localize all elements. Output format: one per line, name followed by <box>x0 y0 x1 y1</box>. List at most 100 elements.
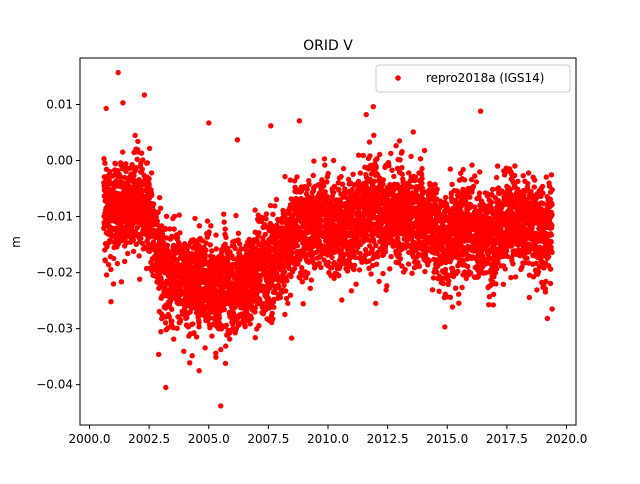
data-point <box>339 181 346 187</box>
data-point <box>493 174 500 181</box>
data-point <box>213 246 219 252</box>
data-point <box>459 284 465 291</box>
data-point <box>252 207 258 213</box>
data-point <box>149 191 155 198</box>
data-point <box>281 269 288 275</box>
data-point <box>306 181 312 188</box>
data-point <box>162 320 169 326</box>
data-point <box>330 189 337 196</box>
data-point <box>405 261 412 267</box>
data-point <box>135 147 141 153</box>
data-point <box>216 315 222 321</box>
data-point <box>308 277 315 283</box>
data-point <box>121 174 128 181</box>
data-point <box>389 167 395 173</box>
data-point <box>144 160 151 166</box>
data-point <box>288 273 294 280</box>
data-point <box>184 314 190 321</box>
data-point <box>223 234 229 241</box>
data-point <box>209 333 215 339</box>
data-point <box>146 176 152 182</box>
data-point <box>419 165 425 172</box>
data-point <box>294 243 301 249</box>
data-point <box>164 242 171 248</box>
data-point <box>353 281 359 287</box>
data-point <box>232 245 238 251</box>
data-point <box>169 234 175 240</box>
data-point <box>436 288 442 294</box>
data-point <box>399 149 405 155</box>
data-point <box>169 306 175 312</box>
data-point <box>283 288 289 294</box>
data-point <box>190 321 196 327</box>
data-point <box>382 249 389 255</box>
data-point <box>221 219 227 225</box>
data-point <box>125 250 131 257</box>
data-point <box>477 169 483 175</box>
data-point <box>213 350 219 356</box>
data-point <box>489 186 496 193</box>
data-point <box>196 319 202 326</box>
data-point <box>158 329 164 335</box>
data-point <box>324 179 330 185</box>
data-point <box>238 246 244 252</box>
data-point <box>294 174 300 180</box>
data-point <box>397 256 404 262</box>
data-point <box>465 263 471 270</box>
data-point <box>285 300 291 306</box>
data-point <box>166 314 172 320</box>
data-point <box>133 165 139 171</box>
data-point <box>399 171 405 177</box>
data-point <box>191 330 197 336</box>
data-point <box>373 163 379 169</box>
data-point <box>367 153 373 159</box>
data-point <box>222 241 228 247</box>
data-point <box>486 302 492 308</box>
data-point <box>105 262 112 268</box>
data-point <box>449 304 456 310</box>
data-point <box>257 277 263 284</box>
data-point <box>350 171 356 177</box>
data-point <box>171 226 177 232</box>
data-point <box>248 315 254 321</box>
data-point <box>378 221 384 227</box>
data-point <box>207 315 213 321</box>
data-point <box>388 150 394 157</box>
data-point <box>387 266 393 272</box>
data-point <box>311 158 317 164</box>
data-point <box>318 264 324 270</box>
data-point <box>307 285 313 291</box>
data-point <box>174 325 180 331</box>
data-point <box>196 324 202 330</box>
data-point <box>108 266 114 273</box>
data-point <box>227 336 233 342</box>
data-point <box>336 272 342 279</box>
data-point <box>181 348 187 354</box>
data-point <box>305 270 311 276</box>
data-point <box>447 294 454 300</box>
data-point <box>371 178 378 184</box>
data-point <box>368 271 374 277</box>
data-point <box>182 241 188 247</box>
data-point <box>304 186 310 192</box>
data-point <box>196 223 203 229</box>
data-point <box>263 211 270 217</box>
data-point <box>171 242 177 248</box>
data-point <box>339 297 345 303</box>
data-point <box>269 310 275 317</box>
data-point <box>117 174 124 180</box>
data-points <box>101 69 555 409</box>
data-point <box>412 174 418 180</box>
data-point <box>169 318 175 324</box>
data-point <box>377 151 383 158</box>
data-point <box>488 199 495 205</box>
data-point <box>222 226 228 232</box>
data-point <box>325 259 332 266</box>
data-point <box>277 294 283 301</box>
data-point <box>203 247 209 253</box>
data-point <box>391 173 397 180</box>
data-point <box>429 287 436 293</box>
data-point <box>102 160 108 166</box>
data-point <box>110 281 117 287</box>
